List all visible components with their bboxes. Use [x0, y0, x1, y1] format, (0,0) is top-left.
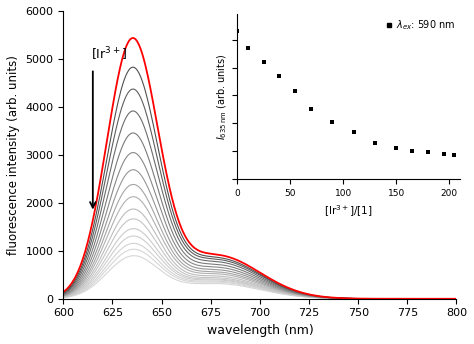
- Y-axis label: fluorescence intensity (arb. units): fluorescence intensity (arb. units): [7, 55, 20, 255]
- X-axis label: [Ir$^{3+}$]/[1]: [Ir$^{3+}$]/[1]: [324, 203, 373, 219]
- Legend: $\lambda_{ex}$: 590 nm: $\lambda_{ex}$: 590 nm: [385, 19, 455, 32]
- Y-axis label: $I_{635\,\mathrm{nm}}$ (arb. units): $I_{635\,\mathrm{nm}}$ (arb. units): [216, 53, 229, 140]
- Text: [Ir$^{3+}$]: [Ir$^{3+}$]: [91, 45, 127, 63]
- X-axis label: wavelength (nm): wavelength (nm): [207, 324, 313, 337]
